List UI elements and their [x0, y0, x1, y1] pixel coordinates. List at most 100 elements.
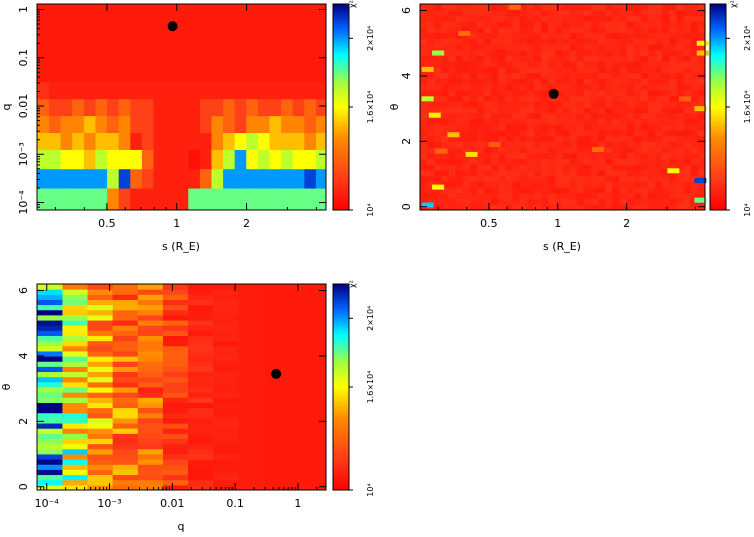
heatmap-cell [448, 61, 457, 68]
heatmap-cell [112, 284, 139, 290]
heatmap-cell [526, 55, 535, 62]
heatmap-cell [562, 61, 571, 68]
heatmap-cell [697, 32, 706, 39]
heatmap-cell [288, 407, 327, 414]
panel3-colorbar [332, 283, 350, 491]
heatmap-cell [519, 72, 528, 79]
heatmap-cell [626, 118, 635, 125]
heatmap-cell [448, 187, 457, 194]
heatmap-cell [648, 169, 656, 177]
heatmap-cell [462, 158, 471, 165]
heatmap-cell [462, 181, 471, 188]
heatmap-cell [213, 484, 239, 491]
heatmap-cell [238, 304, 264, 311]
heatmap-cell [633, 49, 642, 56]
heatmap-cell [640, 147, 649, 154]
heatmap-cell [555, 135, 563, 142]
heatmap-cell [420, 135, 428, 142]
heatmap-cell [62, 459, 89, 465]
heatmap-cell [583, 72, 592, 79]
heatmap-cell [683, 112, 692, 119]
heatmap-cell [441, 55, 449, 62]
heatmap-cell [512, 89, 521, 97]
heatmap-cell [434, 21, 442, 28]
heatmap-cell [188, 376, 214, 383]
heatmap-cell [491, 49, 499, 56]
heatmap-cell [512, 192, 521, 200]
heatmap-cell [315, 188, 327, 211]
heatmap-cell [448, 158, 457, 165]
heatmap-cell [526, 101, 535, 108]
heatmap-cell [534, 15, 542, 22]
heatmap-cell [676, 66, 685, 74]
heatmap-cell [640, 112, 649, 119]
heatmap-cell [683, 26, 692, 34]
heatmap-cell [238, 335, 264, 342]
heatmap-cell [477, 61, 485, 68]
heatmap-cell [555, 61, 563, 68]
heatmap-cell [434, 61, 442, 68]
heatmap-cell [612, 112, 620, 119]
heatmap-cell [469, 21, 478, 28]
heatmap-cell [246, 132, 259, 150]
heatmap-cell [555, 129, 563, 137]
heatmap-cell [477, 175, 485, 182]
heatmap-cell [648, 55, 656, 62]
heatmap-cell [555, 158, 563, 165]
heatmap-cell [669, 147, 677, 154]
heatmap-cell [211, 81, 224, 100]
heatmap-cell [238, 289, 264, 295]
heatmap-cell [188, 304, 214, 311]
heatmap-cell [626, 32, 635, 39]
heatmap-cell [434, 107, 442, 114]
heatmap-cell [477, 118, 485, 125]
heatmap-cell [213, 356, 239, 362]
heatmap-cell [498, 107, 506, 114]
heatmap-cell [83, 115, 96, 134]
heatmap-cell [648, 44, 656, 51]
panel3-colorbar-label: χ² [348, 280, 357, 288]
heatmap-cell [62, 330, 89, 336]
heatmap-cell [62, 474, 89, 481]
heatmap-cell [669, 55, 677, 62]
heatmap-outlier-cell [694, 178, 707, 184]
heatmap-cell [534, 4, 542, 11]
heatmap-cell [60, 115, 73, 134]
heatmap-cell [633, 55, 642, 62]
heatmap-cell [548, 152, 556, 159]
heatmap-cell [288, 469, 327, 476]
heatmap-cell [162, 309, 189, 316]
heatmap-cell [441, 66, 449, 74]
heatmap-cell [640, 26, 649, 34]
heatmap-cell [137, 345, 164, 352]
heatmap-cell [669, 164, 677, 171]
heatmap-cell [469, 101, 478, 108]
heatmap-cell [477, 129, 485, 137]
heatmap-cell [263, 376, 289, 383]
heatmap-cell [683, 49, 692, 56]
heatmap-cell [477, 15, 485, 22]
heatmap-cell [648, 152, 656, 159]
heatmap-cell [62, 443, 89, 450]
heatmap-cell [619, 175, 628, 182]
heatmap-cell [655, 72, 663, 79]
heatmap-cell [288, 381, 327, 388]
heatmap-cell [188, 433, 214, 439]
heatmap-cell [263, 345, 289, 352]
heatmap-cell [655, 38, 663, 45]
heatmap-cell [288, 330, 327, 336]
heatmap-cell [315, 115, 327, 134]
heatmap-cell [555, 192, 563, 200]
heatmap-cell [562, 15, 571, 22]
heatmap-cell [690, 135, 699, 142]
heatmap-cell [576, 129, 585, 137]
heatmap-cell [519, 32, 528, 39]
heatmap-cell [72, 4, 85, 83]
heatmap-cell [690, 84, 699, 91]
heatmap-cell [441, 49, 449, 56]
heatmap-cell [583, 101, 592, 108]
heatmap-cell [153, 149, 166, 170]
heatmap-cell [683, 129, 692, 137]
heatmap-cell [605, 112, 613, 119]
heatmap-cell [505, 124, 514, 131]
